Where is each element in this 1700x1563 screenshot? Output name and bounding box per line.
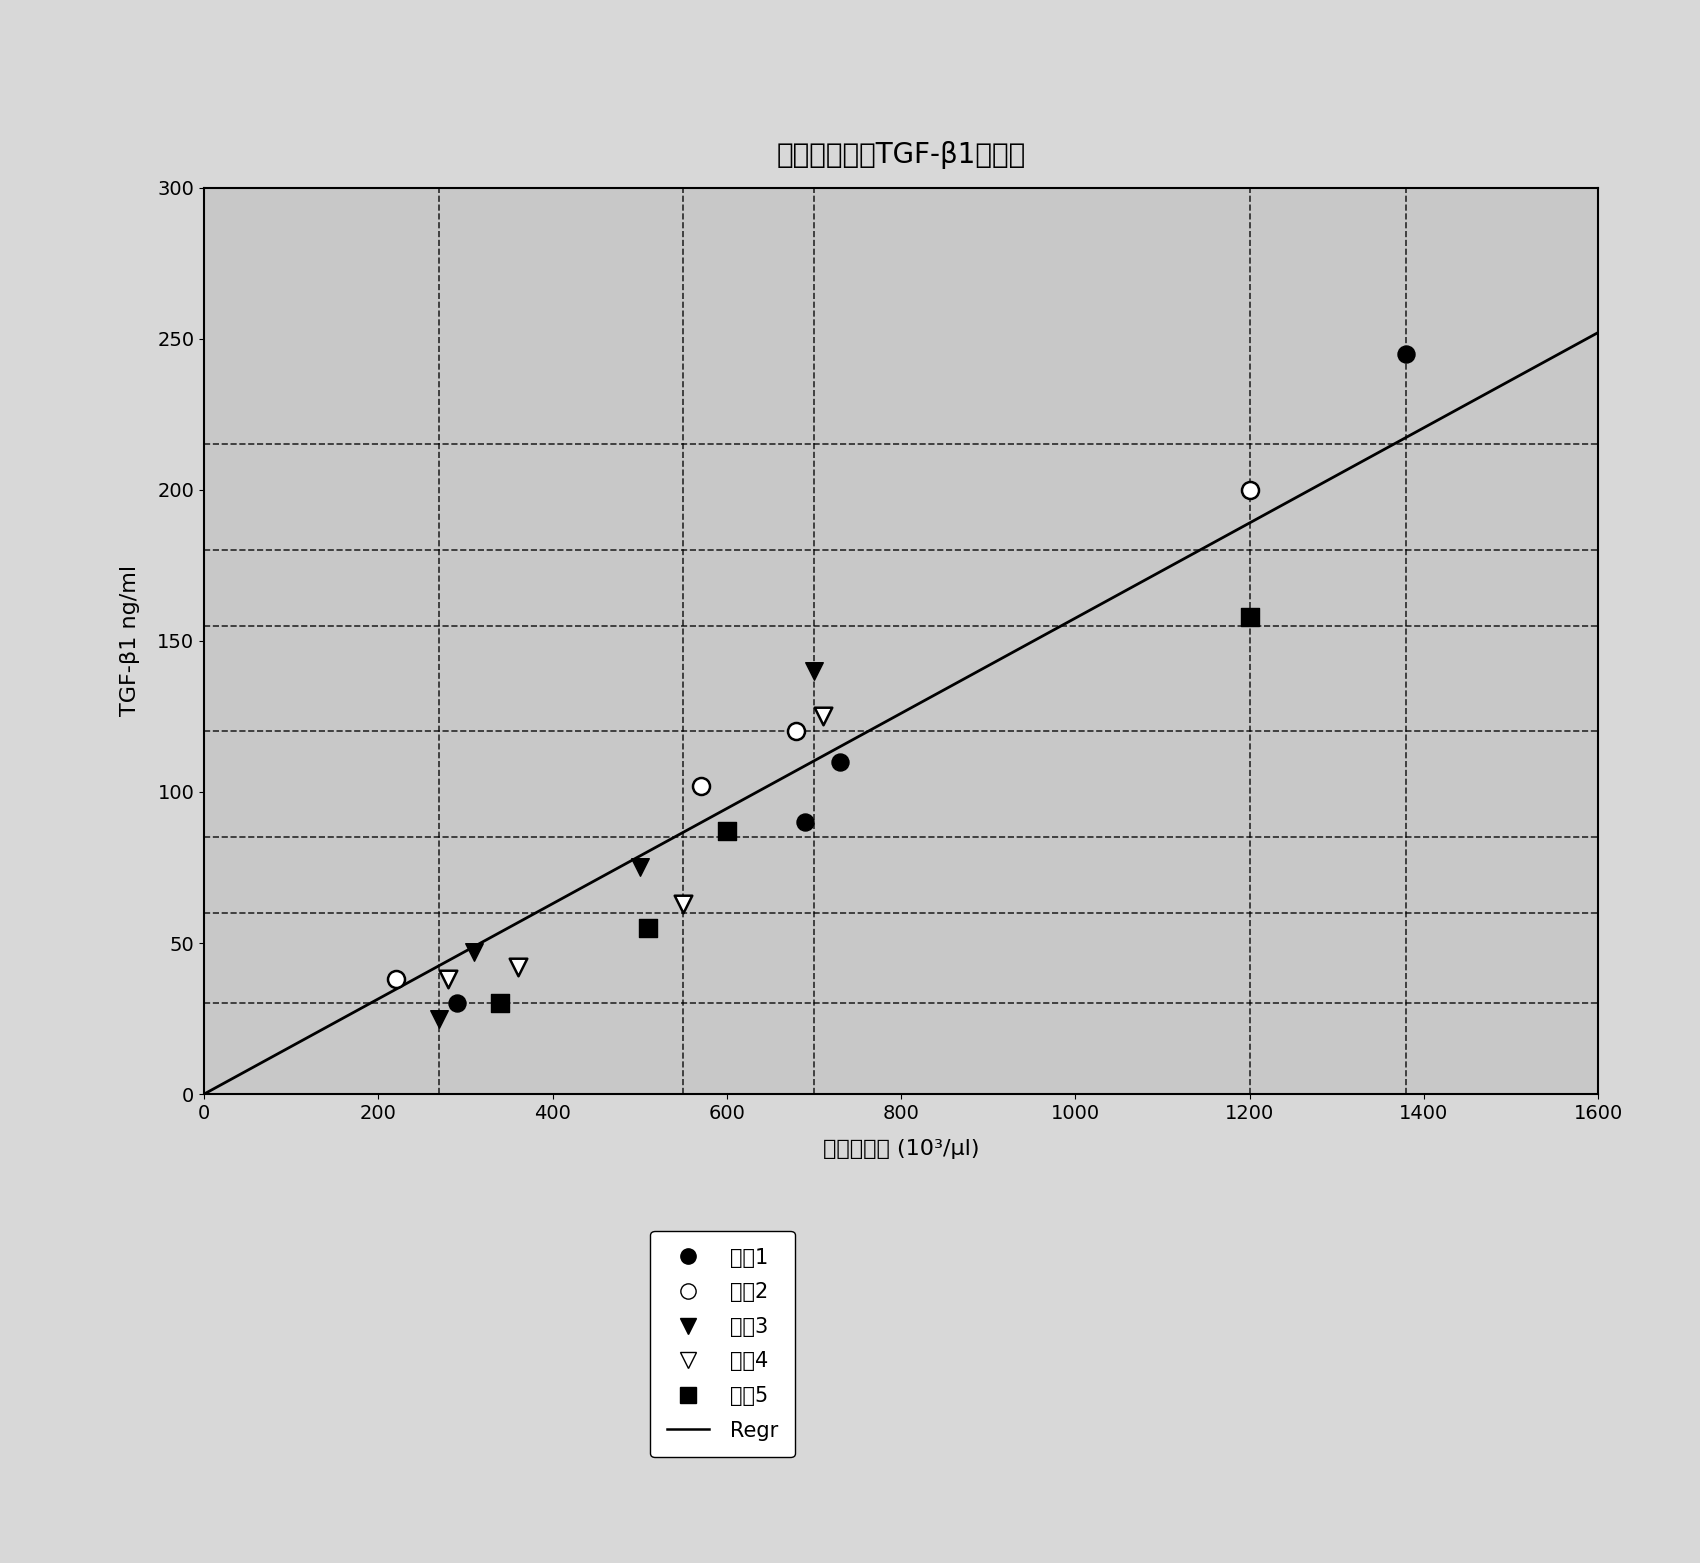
Point [634,916,661,941]
Point [801,658,828,683]
Point [1236,605,1263,630]
Point [425,1007,452,1032]
Point [809,703,836,728]
Title: 凝血酶激活的TGF-β1的释放: 凝血酶激活的TGF-β1的释放 [777,141,1025,169]
Point [461,939,488,964]
Y-axis label: TGF-β1 ng/ml: TGF-β1 ng/ml [121,566,141,716]
Point [782,719,809,744]
Point [626,855,653,880]
Point [486,991,513,1016]
Point [670,891,697,916]
Point [792,810,819,835]
Point [826,749,853,774]
Point [444,991,471,1016]
Point [1236,477,1263,502]
Point [503,955,530,980]
X-axis label: 血小板计数 (10³/μl): 血小板计数 (10³/μl) [823,1139,979,1160]
Legend: 供体1, 供体2, 供体3, 供体4, 供体5, Regr: 供体1, 供体2, 供体3, 供体4, 供体5, Regr [651,1232,794,1457]
Point [434,967,461,993]
Point [687,774,714,799]
Point [382,967,410,993]
Point [1392,341,1420,366]
Point [712,819,740,844]
